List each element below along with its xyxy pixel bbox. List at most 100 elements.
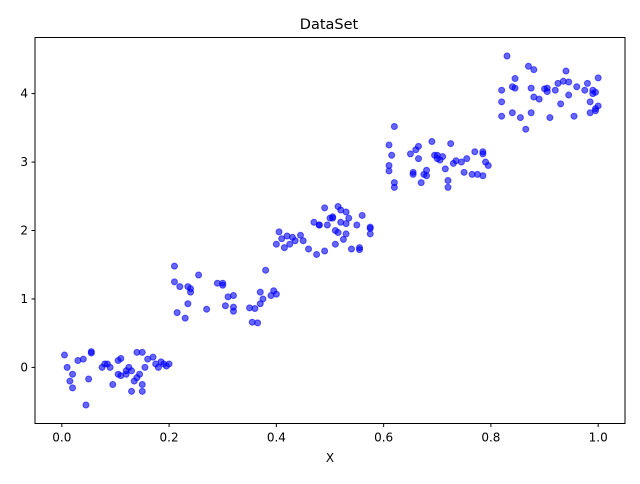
x-axis-title: X xyxy=(326,451,334,465)
data-point xyxy=(128,387,136,395)
data-point xyxy=(463,155,471,163)
data-point xyxy=(516,114,524,122)
data-point xyxy=(297,231,304,239)
data-point xyxy=(423,166,431,174)
data-point xyxy=(138,387,146,395)
y-tick-label: 2 xyxy=(20,224,28,238)
data-point xyxy=(522,125,530,133)
data-point xyxy=(149,353,157,361)
data-point xyxy=(82,401,90,409)
data-point xyxy=(87,349,95,357)
data-point xyxy=(498,98,506,106)
data-point xyxy=(530,66,538,74)
data-point xyxy=(291,237,299,245)
data-point xyxy=(592,105,599,113)
data-point xyxy=(385,141,393,149)
data-point xyxy=(592,88,599,96)
data-point xyxy=(138,348,146,356)
data-point xyxy=(117,354,125,362)
data-point xyxy=(154,363,162,371)
data-point xyxy=(251,305,259,313)
data-point xyxy=(565,78,573,86)
y-tick-label: 3 xyxy=(20,155,28,169)
data-point xyxy=(353,221,361,229)
data-point xyxy=(181,314,189,322)
data-point xyxy=(546,114,554,122)
data-point xyxy=(358,211,366,219)
data-point xyxy=(272,240,280,248)
data-point xyxy=(471,148,479,156)
x-tick-label: 0.8 xyxy=(481,431,500,445)
data-point xyxy=(460,168,468,176)
data-point xyxy=(385,167,393,175)
x-tick-label: 0.4 xyxy=(267,431,286,445)
data-point xyxy=(524,62,532,70)
data-point xyxy=(428,138,436,146)
data-point xyxy=(313,250,321,258)
data-point xyxy=(321,247,329,255)
data-point xyxy=(305,245,313,253)
data-point xyxy=(61,351,68,359)
data-point xyxy=(345,214,353,222)
data-point xyxy=(366,224,374,232)
data-point xyxy=(447,140,455,148)
data-point xyxy=(444,177,452,185)
data-point xyxy=(511,75,519,83)
data-point xyxy=(417,179,425,187)
data-point xyxy=(262,266,270,274)
data-point xyxy=(342,208,350,216)
data-point xyxy=(390,122,398,130)
data-point xyxy=(136,370,144,378)
data-point xyxy=(334,229,342,237)
data-point xyxy=(339,235,347,243)
data-point xyxy=(415,142,422,150)
data-point xyxy=(581,86,589,94)
x-tick-label: 0.2 xyxy=(160,431,179,445)
data-point xyxy=(573,83,581,91)
data-point xyxy=(356,246,363,254)
data-point xyxy=(310,218,318,226)
data-point xyxy=(203,305,211,313)
data-point xyxy=(141,363,149,371)
data-point xyxy=(535,95,543,103)
data-points xyxy=(61,52,602,409)
data-point xyxy=(79,355,87,363)
data-point xyxy=(583,79,591,87)
data-point xyxy=(173,309,181,317)
x-tick-label: 0.0 xyxy=(52,431,71,445)
data-point xyxy=(106,363,114,371)
data-point xyxy=(256,288,264,296)
data-point xyxy=(165,360,173,368)
y-tick-label: 1 xyxy=(20,292,28,306)
data-point xyxy=(527,84,535,92)
data-point xyxy=(315,221,323,229)
data-point xyxy=(511,84,519,92)
data-point xyxy=(221,302,229,310)
data-point xyxy=(503,52,511,60)
data-point xyxy=(275,228,283,236)
data-point xyxy=(498,112,506,120)
data-point xyxy=(280,244,288,252)
data-point xyxy=(63,363,71,371)
data-point xyxy=(229,292,237,300)
data-point xyxy=(219,279,227,287)
data-point xyxy=(286,240,294,248)
axis-ticks: 0.0 0.2 0.4 0.6 0.8 1.0 0 1 2 3 4 xyxy=(20,87,607,445)
data-point xyxy=(85,375,93,383)
data-point xyxy=(69,370,77,378)
y-tick-label: 4 xyxy=(20,87,28,101)
data-point xyxy=(444,183,452,191)
data-point xyxy=(342,230,350,238)
data-point xyxy=(272,290,280,298)
data-point xyxy=(415,155,422,163)
data-point xyxy=(557,100,565,108)
x-tick-label: 1.0 xyxy=(589,431,608,445)
data-point xyxy=(562,67,570,75)
y-tick-label: 0 xyxy=(20,360,28,374)
data-point xyxy=(498,86,506,94)
data-point xyxy=(484,161,492,169)
chart-title: DataSet xyxy=(300,17,359,33)
data-point xyxy=(176,283,184,291)
data-point xyxy=(170,278,178,286)
